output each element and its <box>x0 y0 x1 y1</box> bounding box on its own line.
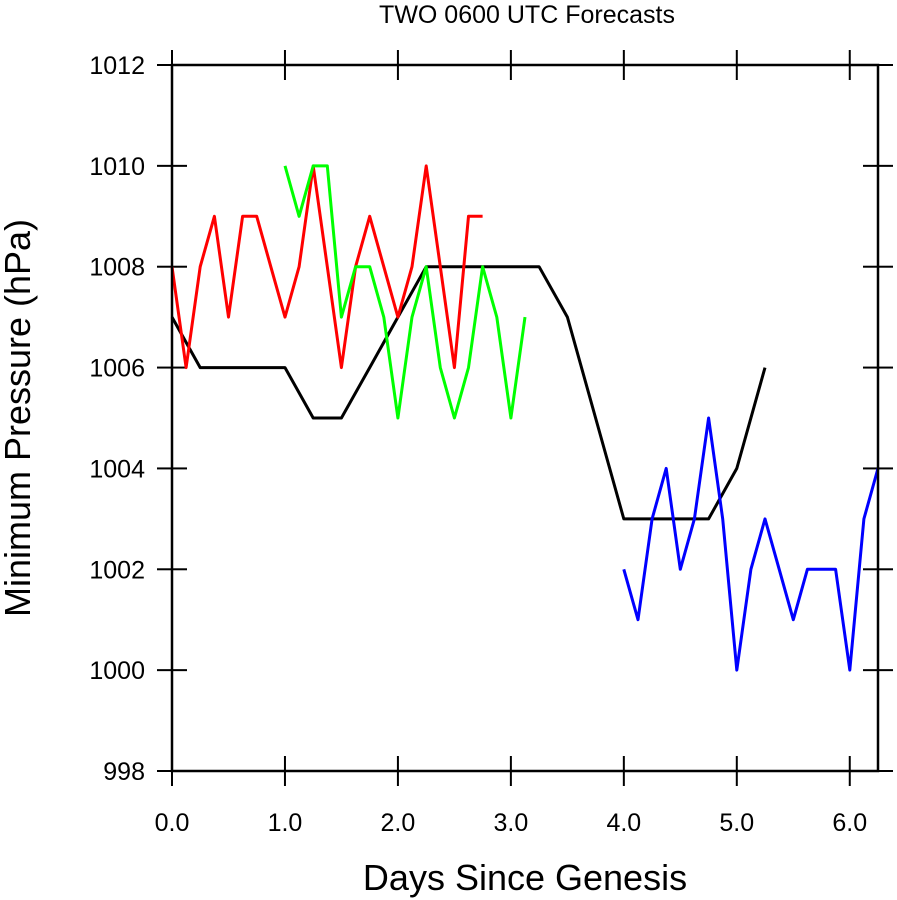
series-line-0 <box>170 265 767 521</box>
series-line-3 <box>622 416 880 672</box>
y-tick-label: 1002 <box>89 556 145 584</box>
x-axis-label: Days Since Genesis <box>363 857 687 898</box>
series-line-1 <box>170 164 483 370</box>
y-tick-label: 1012 <box>89 52 145 80</box>
x-tick-label: 5.0 <box>719 809 754 837</box>
series-layer <box>170 164 880 672</box>
y-tick-label: 1000 <box>89 657 145 685</box>
x-tick-label: 6.0 <box>832 809 867 837</box>
x-tick-label: 3.0 <box>493 809 528 837</box>
series-line-2 <box>283 164 527 420</box>
y-tick-label: 1006 <box>89 355 145 383</box>
x-tick-label: 0.0 <box>155 809 190 837</box>
chart-title: TWO 0600 UTC Forecasts <box>379 1 675 29</box>
y-tick-label: 998 <box>103 758 145 786</box>
x-tick-label: 2.0 <box>381 809 416 837</box>
y-axis-label: Minimum Pressure (hPa) <box>0 219 38 617</box>
x-tick-label: 4.0 <box>606 809 641 837</box>
plot-frame <box>170 63 880 773</box>
y-tick-label: 1004 <box>89 455 145 483</box>
axis-ticks <box>157 50 893 786</box>
y-tick-label: 1008 <box>89 254 145 282</box>
y-tick-label: 1010 <box>89 153 145 181</box>
tick-labels: 0.0 1.0 2.0 3.0 4.0 5.0 6.0 998 1000 1002 1004 1006… <box>89 52 867 837</box>
x-tick-label: 1.0 <box>268 809 303 837</box>
